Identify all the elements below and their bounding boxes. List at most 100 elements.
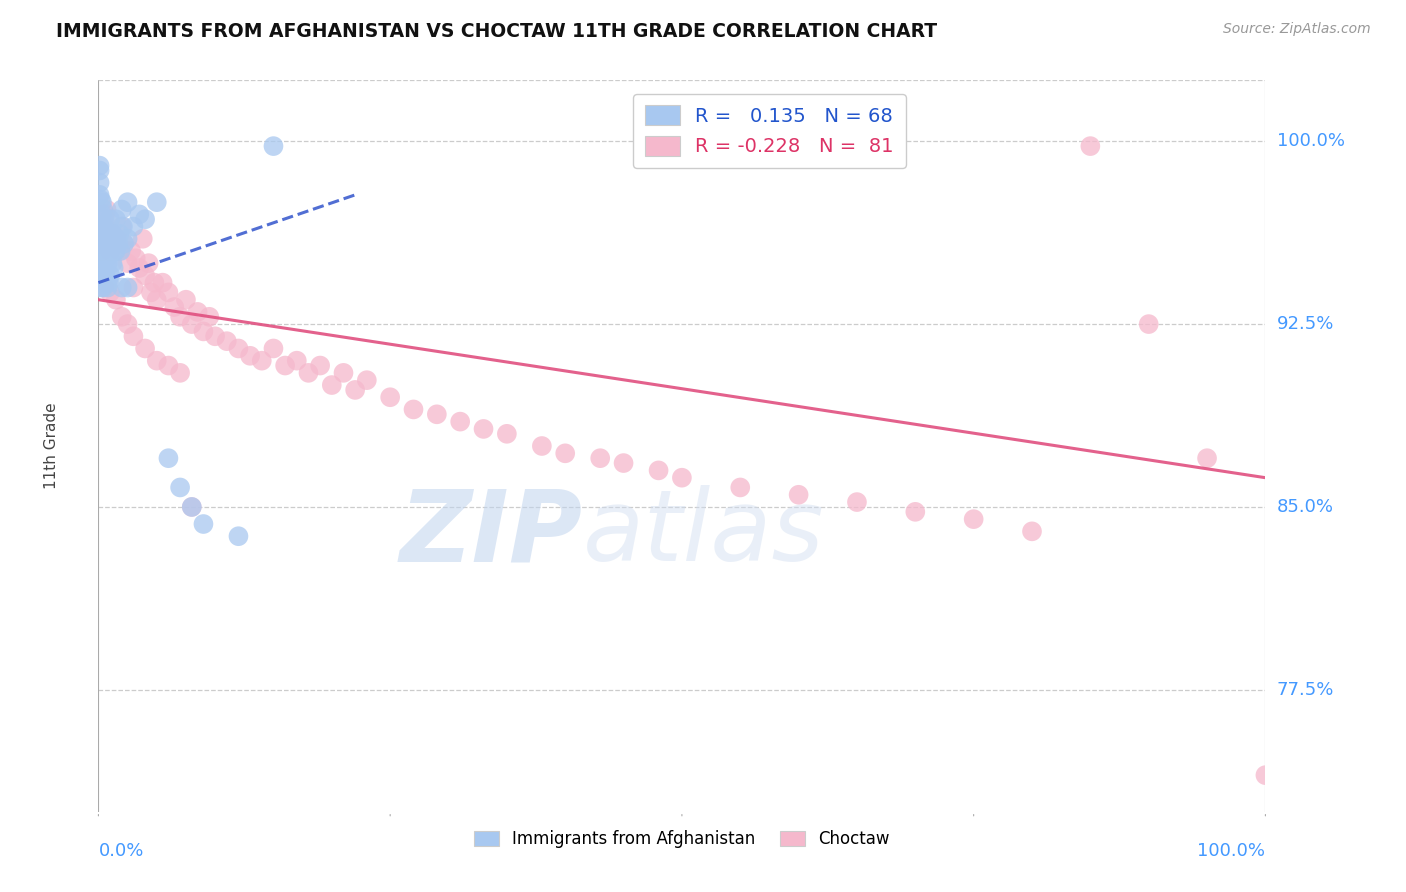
Point (426, 407, 449, 421)
Point (98, 212, 121, 227)
Point (97, 276, 120, 290)
Point (402, 402, 425, 417)
Point (613, 456, 636, 470)
Point (89, 268, 111, 283)
Point (93, 212, 115, 227)
Point (128, 260, 150, 275)
Point (157, 359, 180, 373)
Text: 85.0%: 85.0% (1277, 498, 1333, 516)
Point (90, 232, 112, 246)
Point (93, 224, 115, 238)
Text: atlas: atlas (582, 485, 824, 582)
Text: IMMIGRANTS FROM AFGHANISTAN VS CHOCTAW 11TH GRADE CORRELATION CHART: IMMIGRANTS FROM AFGHANISTAN VS CHOCTAW 1… (56, 22, 938, 41)
Point (1080, 139, 1102, 153)
Point (90, 232, 112, 246)
Point (787, 488, 810, 502)
Point (117, 195, 139, 210)
Point (262, 139, 284, 153)
Point (90, 195, 112, 210)
Point (262, 342, 284, 356)
Point (107, 236, 129, 251)
Point (904, 505, 927, 519)
Point (89, 163, 111, 178)
Point (187, 305, 209, 319)
Point (157, 451, 180, 466)
Legend: Immigrants from Afghanistan, Choctaw: Immigrants from Afghanistan, Choctaw (467, 823, 897, 855)
Point (134, 342, 156, 356)
Point (93, 219, 115, 234)
Point (1254, 768, 1277, 782)
Point (101, 227, 124, 241)
Point (98, 244, 121, 258)
Point (117, 256, 139, 270)
Point (589, 451, 612, 466)
Point (117, 317, 139, 331)
Point (89, 187, 111, 202)
Point (91, 219, 114, 234)
Point (344, 383, 367, 397)
Point (105, 232, 128, 246)
Point (139, 285, 162, 300)
Point (163, 300, 186, 314)
Point (98, 268, 121, 283)
Point (94, 227, 117, 241)
Point (309, 359, 332, 373)
Point (128, 207, 150, 221)
Point (111, 280, 134, 294)
Point (89, 176, 111, 190)
Point (90, 244, 112, 258)
Point (97, 236, 120, 251)
Text: 100.0%: 100.0% (1198, 842, 1265, 860)
Text: ZIP: ZIP (399, 485, 582, 582)
Point (180, 317, 202, 331)
Point (132, 232, 155, 246)
Point (97, 256, 120, 270)
Point (1195, 451, 1218, 466)
Point (110, 244, 132, 258)
Point (228, 529, 250, 543)
Point (472, 422, 495, 436)
Point (180, 500, 202, 514)
Point (93, 280, 115, 294)
Point (97, 280, 120, 294)
Point (101, 227, 124, 241)
Point (112, 236, 135, 251)
Text: 77.5%: 77.5% (1277, 681, 1334, 698)
Point (111, 219, 134, 234)
Point (108, 244, 131, 258)
Point (228, 342, 250, 356)
Point (146, 195, 169, 210)
Point (91, 202, 114, 217)
Point (297, 366, 319, 380)
Point (90, 193, 112, 207)
Point (111, 310, 134, 324)
Point (90, 260, 112, 275)
Point (554, 446, 576, 460)
Text: Source: ZipAtlas.com: Source: ZipAtlas.com (1223, 22, 1371, 37)
Point (103, 260, 125, 275)
Point (93, 268, 115, 283)
Point (193, 516, 215, 531)
Point (96, 202, 118, 217)
Point (146, 293, 169, 307)
Point (122, 280, 145, 294)
Point (274, 359, 297, 373)
Point (96, 232, 118, 246)
Point (91, 252, 114, 266)
Point (94, 207, 117, 221)
Point (108, 227, 131, 241)
Point (122, 329, 145, 343)
Point (90, 219, 112, 234)
Point (90, 244, 112, 258)
Point (1021, 524, 1043, 539)
Point (125, 252, 148, 266)
Point (89, 232, 111, 246)
Text: 92.5%: 92.5% (1277, 315, 1334, 333)
Point (138, 256, 160, 270)
Point (101, 256, 124, 270)
Point (112, 236, 135, 251)
Point (91, 212, 114, 227)
Point (104, 244, 127, 258)
Point (157, 285, 180, 300)
Text: 0.0%: 0.0% (98, 842, 143, 860)
